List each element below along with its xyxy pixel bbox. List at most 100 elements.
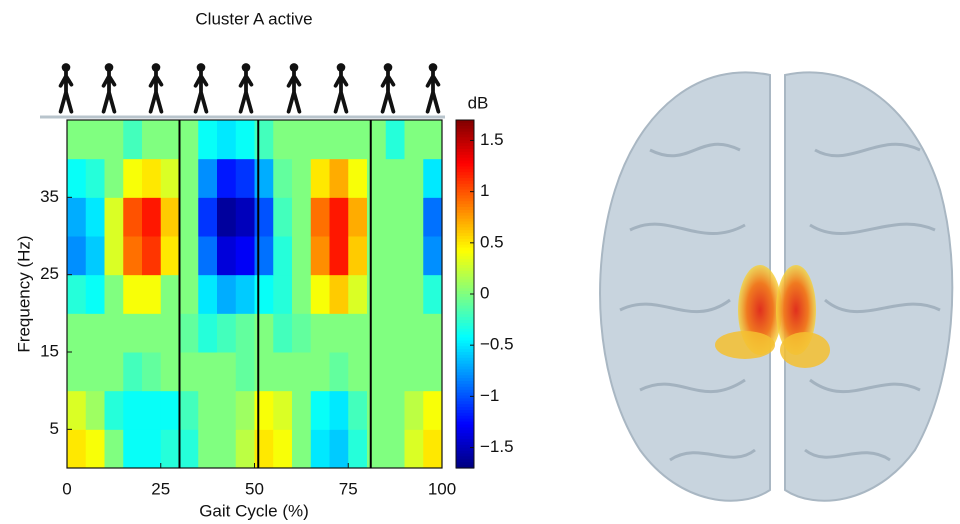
heat-cell — [348, 352, 367, 391]
heat-cell — [86, 120, 105, 159]
heat-cell — [142, 236, 161, 275]
heat-cell — [423, 236, 442, 275]
heat-cell — [198, 197, 217, 236]
heat-cell — [123, 159, 142, 198]
heat-cell — [161, 236, 180, 275]
heat-cell — [330, 313, 349, 352]
heat-cell — [405, 391, 424, 430]
heat-cell — [198, 236, 217, 275]
heat-cell — [348, 429, 367, 468]
heat-cell — [330, 429, 349, 468]
heat-cell — [180, 159, 199, 198]
heat-cell — [105, 391, 124, 430]
heat-cell — [198, 313, 217, 352]
heat-cell — [67, 275, 86, 314]
heat-cell — [292, 159, 311, 198]
heat-cell — [86, 159, 105, 198]
heat-cell — [330, 120, 349, 159]
heat-cell — [161, 159, 180, 198]
x-tick-label: 100 — [428, 479, 456, 498]
heat-cell — [86, 352, 105, 391]
y-tick-label: 25 — [40, 264, 59, 283]
heat-cell — [198, 391, 217, 430]
heat-cell — [67, 391, 86, 430]
heat-cell — [386, 429, 405, 468]
heat-cell — [105, 159, 124, 198]
heat-cell — [105, 236, 124, 275]
heat-cell — [330, 197, 349, 236]
heat-cell — [236, 391, 255, 430]
heat-cell — [142, 197, 161, 236]
heat-cell — [405, 120, 424, 159]
colorbar-tick-label: 1 — [480, 181, 489, 200]
heat-cell — [198, 429, 217, 468]
heat-cell — [105, 275, 124, 314]
heat-cell — [348, 236, 367, 275]
heat-cell — [123, 120, 142, 159]
heat-cell — [180, 429, 199, 468]
heat-cell — [142, 352, 161, 391]
y-tick-label: 5 — [50, 419, 59, 438]
heat-cell — [105, 313, 124, 352]
heat-cell — [348, 120, 367, 159]
heat-cell — [292, 391, 311, 430]
colorbar-tick-label: −1.5 — [480, 437, 514, 456]
heat-cell — [405, 429, 424, 468]
heat-cell — [311, 313, 330, 352]
heatmap — [67, 120, 443, 469]
heat-cell — [311, 159, 330, 198]
colorbar-tick-label: −1 — [480, 386, 499, 405]
heat-cell — [423, 197, 442, 236]
heat-cell — [67, 159, 86, 198]
x-tick-label: 50 — [245, 479, 264, 498]
heat-cell — [123, 236, 142, 275]
heat-cell — [180, 275, 199, 314]
heat-cell — [67, 120, 86, 159]
heat-cell — [161, 197, 180, 236]
heat-cell — [273, 159, 292, 198]
heat-cell — [86, 275, 105, 314]
heat-cell — [142, 313, 161, 352]
heat-cell — [311, 429, 330, 468]
heat-cell — [198, 159, 217, 198]
heat-cell — [292, 275, 311, 314]
chart-title: Cluster A active — [195, 9, 312, 28]
brain-image — [600, 72, 952, 500]
heat-cell — [348, 197, 367, 236]
heat-cell — [273, 313, 292, 352]
heat-cell — [161, 120, 180, 159]
heat-cell — [86, 197, 105, 236]
heat-cell — [123, 197, 142, 236]
colorbar-tick-label: 1.5 — [480, 130, 504, 149]
heat-cell — [292, 313, 311, 352]
heat-cell — [217, 120, 236, 159]
heat-cell — [161, 429, 180, 468]
heat-cell — [198, 120, 217, 159]
heat-cell — [423, 429, 442, 468]
heat-cell — [423, 159, 442, 198]
heat-cell — [292, 197, 311, 236]
heat-cell — [180, 236, 199, 275]
heat-cell — [217, 352, 236, 391]
x-axis-label: Gait Cycle (%) — [199, 501, 309, 520]
heat-cell — [142, 275, 161, 314]
heat-cell — [386, 236, 405, 275]
heat-cell — [311, 275, 330, 314]
heat-cell — [236, 120, 255, 159]
heat-cell — [217, 236, 236, 275]
heat-cell — [405, 236, 424, 275]
heat-cell — [86, 236, 105, 275]
colorbar-label: dB — [468, 93, 489, 112]
heat-cell — [217, 275, 236, 314]
heat-cell — [217, 391, 236, 430]
heat-cell — [180, 391, 199, 430]
heat-cell — [311, 197, 330, 236]
heat-cell — [423, 275, 442, 314]
heat-cell — [405, 197, 424, 236]
heat-cell — [198, 275, 217, 314]
heat-cell — [386, 159, 405, 198]
heat-cell — [217, 197, 236, 236]
heat-cell — [236, 429, 255, 468]
heat-cell — [311, 120, 330, 159]
heat-cell — [236, 159, 255, 198]
